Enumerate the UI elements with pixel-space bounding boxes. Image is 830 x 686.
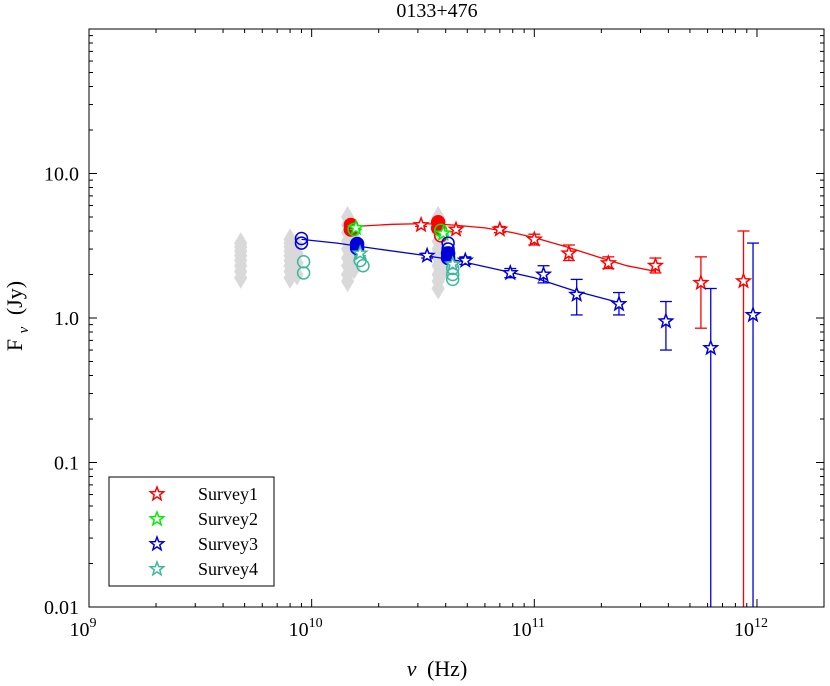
star-point xyxy=(418,246,436,264)
legend-box xyxy=(108,476,275,587)
star-point xyxy=(534,265,553,282)
x-tick-label-exponent: 10 xyxy=(309,616,323,631)
series-survey4 xyxy=(296,244,462,287)
x-axis-label-symbol: ν xyxy=(407,656,417,681)
star-point xyxy=(657,312,675,329)
x-tick-label-base: 10 xyxy=(512,619,532,641)
star-point xyxy=(434,224,452,241)
star-point xyxy=(491,220,509,237)
x-tick-label: 1011 xyxy=(512,616,545,641)
x-tick-label: 109 xyxy=(70,616,97,641)
star-point xyxy=(351,244,369,261)
series-layer xyxy=(294,214,762,607)
star-point xyxy=(744,305,762,323)
star-point xyxy=(456,251,475,268)
y-axis-label-main: F xyxy=(2,339,27,351)
open-circle-point xyxy=(296,266,311,280)
star-point xyxy=(525,230,544,247)
chart-title: 0133+476 xyxy=(396,0,477,22)
legend: Survey1 Survey2 Survey3 Survey4 xyxy=(108,476,275,587)
x-tick-label-exponent: 11 xyxy=(532,616,545,631)
legend-marker-survey3 xyxy=(148,534,166,552)
open-circle-point xyxy=(356,258,370,273)
x-tick-label-exponent: 9 xyxy=(90,616,97,631)
star-point xyxy=(347,218,365,236)
open-circle-point xyxy=(441,242,455,256)
star-point xyxy=(646,256,665,274)
star-point xyxy=(702,338,720,356)
star-point xyxy=(560,244,578,261)
background-diamond-point xyxy=(234,232,248,255)
y-tick-label: 0.1 xyxy=(54,453,79,475)
x-axis-label-unit: (Hz) xyxy=(427,656,467,681)
x-tick-label-base: 10 xyxy=(734,619,754,641)
svg-text:F ν (Jy): F ν (Jy) xyxy=(2,281,33,351)
x-tick-label-base: 10 xyxy=(289,619,309,641)
x-tick-label-base: 10 xyxy=(70,619,90,641)
star-point xyxy=(734,271,753,289)
star-point xyxy=(610,294,628,312)
open-circle-point xyxy=(445,267,460,282)
legend-marker-survey1 xyxy=(148,484,166,502)
open-circle-point xyxy=(441,236,455,250)
open-circle-point xyxy=(294,236,309,250)
legend-label-survey3: Survey3 xyxy=(198,534,258,554)
y-axis-label: F ν (Jy) xyxy=(2,281,33,351)
legend-label-survey2: Survey2 xyxy=(198,509,258,529)
series-survey2 xyxy=(347,218,452,241)
background-diamond-point xyxy=(290,234,304,256)
legend-label-survey4: Survey4 xyxy=(198,559,258,579)
y-tick-label: 0.01 xyxy=(44,597,79,619)
x-tick-label-exponent: 12 xyxy=(754,616,768,631)
open-circle-point xyxy=(294,231,309,246)
series-survey3 xyxy=(294,231,762,607)
y-tick-label: 1.0 xyxy=(54,308,79,330)
y-axis-label-sub: ν xyxy=(16,326,32,333)
y-tick-label: 10.0 xyxy=(44,164,79,186)
x-tick-label: 1012 xyxy=(734,616,768,641)
star-point xyxy=(692,273,710,291)
star-point xyxy=(599,253,618,271)
background-points-layer xyxy=(234,206,450,300)
star-point xyxy=(567,285,586,303)
star-point xyxy=(501,263,519,281)
open-circle-point xyxy=(445,272,460,287)
legend-marker-survey2 xyxy=(148,509,166,527)
x-axis-label: ν (Hz) xyxy=(407,656,468,681)
legend-marker-survey4 xyxy=(148,559,166,577)
star-point xyxy=(443,255,462,272)
star-point xyxy=(412,215,430,233)
x-tick-label: 1010 xyxy=(289,616,323,641)
legend-label-survey1: Survey1 xyxy=(198,484,258,504)
y-axis-label-unit: (Jy) xyxy=(2,281,27,315)
star-point xyxy=(447,220,465,237)
open-circle-point xyxy=(296,255,311,269)
